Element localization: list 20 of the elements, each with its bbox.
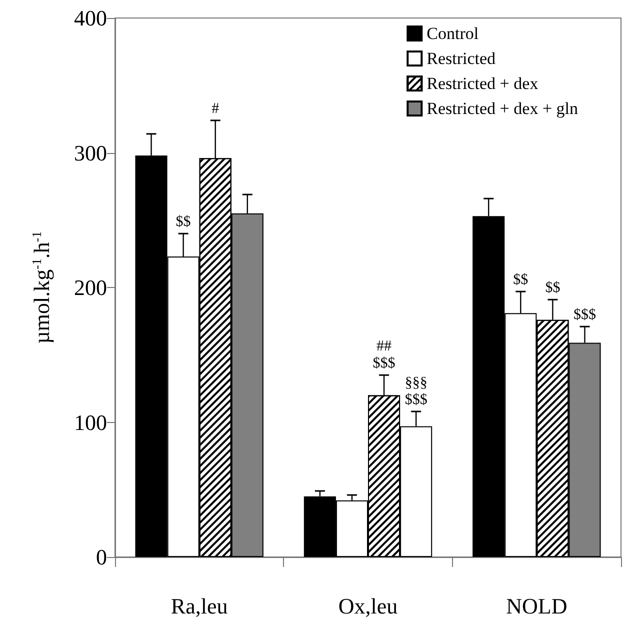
y-axis-title: µmol.kg-1.h-1 [29, 231, 54, 344]
y-tick-label: 400 [74, 6, 107, 30]
y-tick-label: 100 [74, 410, 107, 435]
annotation: # [212, 100, 220, 117]
annotation: $$ [513, 272, 529, 288]
x-tick-label: Ra,leu [170, 594, 228, 618]
legend-label: Restricted + dex + gln [426, 99, 578, 118]
annotation: $$$ [573, 307, 596, 324]
annotation: $$ [176, 214, 192, 230]
y-tick-label: 200 [74, 275, 107, 300]
annotation: §§§ $$$ [404, 374, 428, 408]
y-tick-label: 0 [96, 544, 107, 570]
x-tick-label: NOLD [506, 594, 568, 618]
y-tick-label: 300 [74, 140, 107, 166]
legend-label: Restricted [426, 49, 496, 68]
annotation: $$ [545, 280, 561, 296]
legend-label: Control [426, 24, 479, 43]
x-tick-label: Ox,leu [338, 594, 398, 618]
annotation: ## $$$ [372, 338, 396, 372]
legend-label: Restricted + dex [426, 74, 539, 93]
